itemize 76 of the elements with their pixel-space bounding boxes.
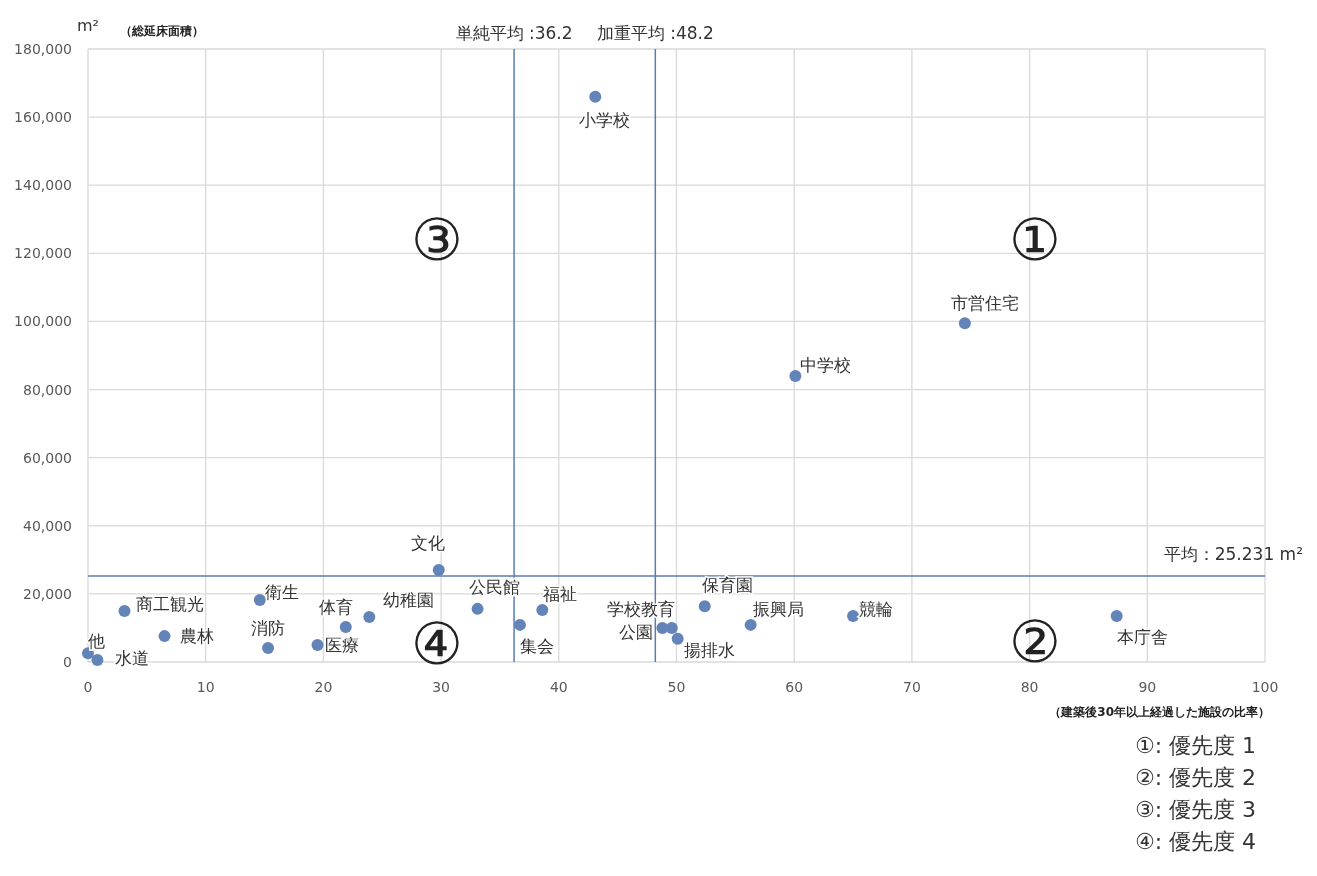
series-label: 水道 [115,647,150,668]
x-tick-label: 70 [902,679,921,695]
x-tick-label: 100 [1251,679,1279,695]
series-label: 小学校 [578,109,630,130]
y-tick-label: 80,000 [23,381,72,398]
text: ③: 優先度 3 [1135,796,1257,822]
point [589,90,602,103]
text: m² [77,15,99,35]
y-tick-label: 160,000 [14,109,72,126]
ref-line-label: 単純平均 :36.2 [455,23,573,43]
y-tick-label: 60,000 [23,449,72,466]
series-label: 揚排水 [683,639,735,660]
series-label: 中学校 [800,354,852,375]
annotation: ① [1009,206,1061,274]
series-label: 消防 [251,618,286,639]
series-label: 公園 [619,621,654,642]
x-tick-label: 0 [83,679,93,695]
series-label: 農林 [179,626,214,647]
series-label: 保育園 [702,575,754,596]
point [311,638,324,651]
series-label: 体育 [318,596,353,617]
series-label: 集会 [519,635,554,656]
x-tick-label: 60 [785,679,804,695]
x-tick-label: 50 [667,679,686,695]
y-tick-label: 120,000 [14,245,72,262]
point [789,369,802,382]
text: ②: 優先度 2 [1135,764,1257,790]
x-tick-label: 90 [1138,679,1157,695]
series-label: 競輪 [859,599,894,620]
series-label: 医療 [324,634,359,655]
x-tick-label: 20 [314,679,333,695]
x-axis-title: （建築後30年以上経過した施設の比率） [1049,705,1270,719]
series-label: 市営住宅 [950,293,1019,314]
x-tick-label: 30 [432,679,451,695]
x-tick-label: 40 [549,679,568,695]
point [847,610,860,623]
point [363,611,376,624]
series-label: 文化 [410,533,445,554]
point [91,653,104,666]
series-label: 振興局 [752,598,804,619]
annotation: ② [1009,608,1061,676]
ref-line-label: 加重平均 :48.2 [596,23,714,43]
point [471,602,484,615]
series-label: 商工観光 [136,593,205,614]
annotation: ③ [411,206,463,274]
point [536,603,549,616]
point [262,642,275,655]
point [158,630,171,643]
point [958,317,971,330]
y-tick-label: 140,000 [14,177,72,194]
series-label: 幼稚園 [383,590,435,611]
series-label: 本庁舎 [1116,627,1168,648]
text: ①: 優先度 1 [1135,732,1257,758]
point [698,600,711,613]
point [253,594,266,607]
point [118,604,131,617]
y-tick-label: 100,000 [14,313,72,330]
y-axis-title: （総延床面積） [120,24,204,38]
y-tick-label: 20,000 [23,585,72,602]
x-tick-label: 80 [1020,679,1039,695]
series-label: 他 [88,631,105,652]
point [513,618,526,631]
y-tick-label: 0 [63,654,72,670]
series-label: 衛生 [264,582,299,603]
point [671,632,684,645]
annotation: ④ [411,610,463,678]
point [339,620,352,633]
point [1110,610,1123,623]
y-tick-label: 40,000 [23,517,72,534]
y-tick-label: 180,000 [14,41,72,57]
point [744,618,757,631]
text: ④: 優先度 4 [1135,828,1257,854]
series-label: 福祉 [543,583,578,604]
ref-line-label: 平均：25.231 m² [1163,544,1303,565]
x-tick-label: 10 [196,679,215,695]
point [432,564,445,577]
